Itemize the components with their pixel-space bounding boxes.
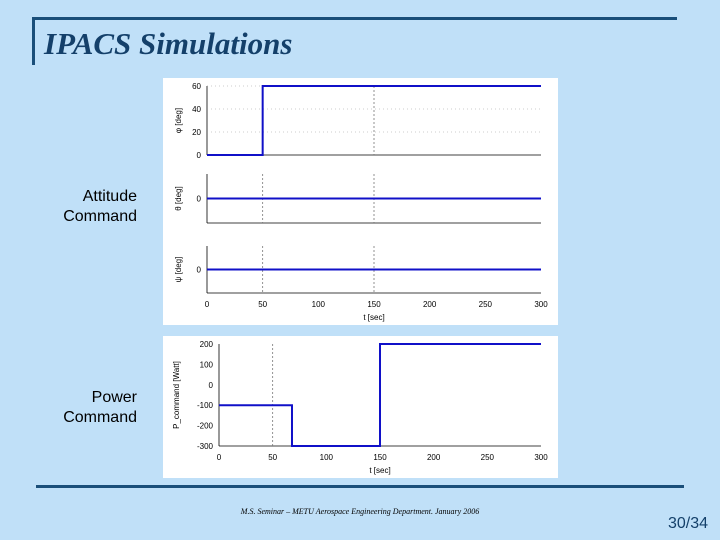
x-tick-label: 50	[268, 453, 277, 462]
y-tick-label: 60	[192, 82, 201, 91]
footer-text: M.S. Seminar – METU Aerospace Engineerin…	[240, 507, 480, 516]
x-tick-label: 300	[534, 453, 548, 462]
y-tick-label: 0	[209, 381, 214, 390]
y-tick-label: 40	[192, 105, 201, 114]
x-axis-label: t [sec]	[363, 313, 384, 322]
x-tick-label: 100	[312, 300, 326, 309]
series-line	[219, 343, 541, 447]
x-tick-label: 300	[534, 300, 548, 309]
x-tick-label: 150	[367, 300, 381, 309]
y-axis-label: φ [deg]	[174, 108, 183, 133]
power-plot-svg: 200 100 0 -100 -200 -300 P_command [Watt] 0 50 10…	[172, 340, 548, 475]
page-number: 30/34	[667, 515, 708, 532]
slide-title: IPACS Simulations	[44, 26, 293, 61]
x-tick-label: 0	[217, 453, 222, 462]
power-command-label: Power Command	[30, 388, 137, 428]
title-rule-left	[32, 17, 35, 65]
series-line	[207, 85, 541, 156]
y-tick-label: 0	[197, 195, 202, 204]
footer-rule	[36, 485, 684, 488]
x-tick-label: 250	[481, 453, 495, 462]
attitude-command-label: Attitude Command	[30, 187, 137, 227]
attitude-label-line-1: Attitude	[82, 188, 137, 205]
y-tick-label: 20	[192, 128, 201, 137]
y-axis-label: θ [deg]	[174, 186, 183, 210]
y-tick-label: -200	[197, 422, 214, 431]
x-tick-label: 150	[373, 453, 387, 462]
attitude-plots-svg: 0 20 40 60 φ [deg] 0 θ [deg] 0 ψ [deg] 0 50 100 150 2…	[174, 82, 548, 322]
attitude-plots-panel: 0 20 40 60 φ [deg] 0 θ [deg] 0 ψ [deg] 0 50 100 150 2…	[163, 78, 558, 325]
x-tick-label: 100	[320, 453, 334, 462]
power-label-line-1: Power	[91, 389, 137, 406]
attitude-label-line-2: Command	[63, 208, 137, 225]
x-tick-label: 200	[423, 300, 437, 309]
y-tick-label: 200	[200, 340, 214, 349]
x-tick-label: 200	[427, 453, 441, 462]
x-axis-label: t [sec]	[369, 466, 390, 475]
y-axis-label: P_command [Watt]	[172, 361, 181, 429]
x-tick-label: 50	[258, 300, 267, 309]
power-label-line-2: Command	[63, 409, 137, 426]
y-tick-label: 100	[200, 360, 214, 369]
power-plot-panel: 200 100 0 -100 -200 -300 P_command [Watt] 0 50 10…	[163, 336, 558, 478]
y-tick-label: 0	[197, 151, 202, 160]
title-rule-top	[32, 17, 677, 20]
y-axis-label: ψ [deg]	[174, 257, 183, 283]
y-tick-label: -100	[197, 401, 214, 410]
x-tick-label: 0	[205, 300, 210, 309]
y-tick-label: -300	[197, 442, 214, 451]
x-tick-label: 250	[479, 300, 493, 309]
y-tick-label: 0	[197, 266, 202, 275]
